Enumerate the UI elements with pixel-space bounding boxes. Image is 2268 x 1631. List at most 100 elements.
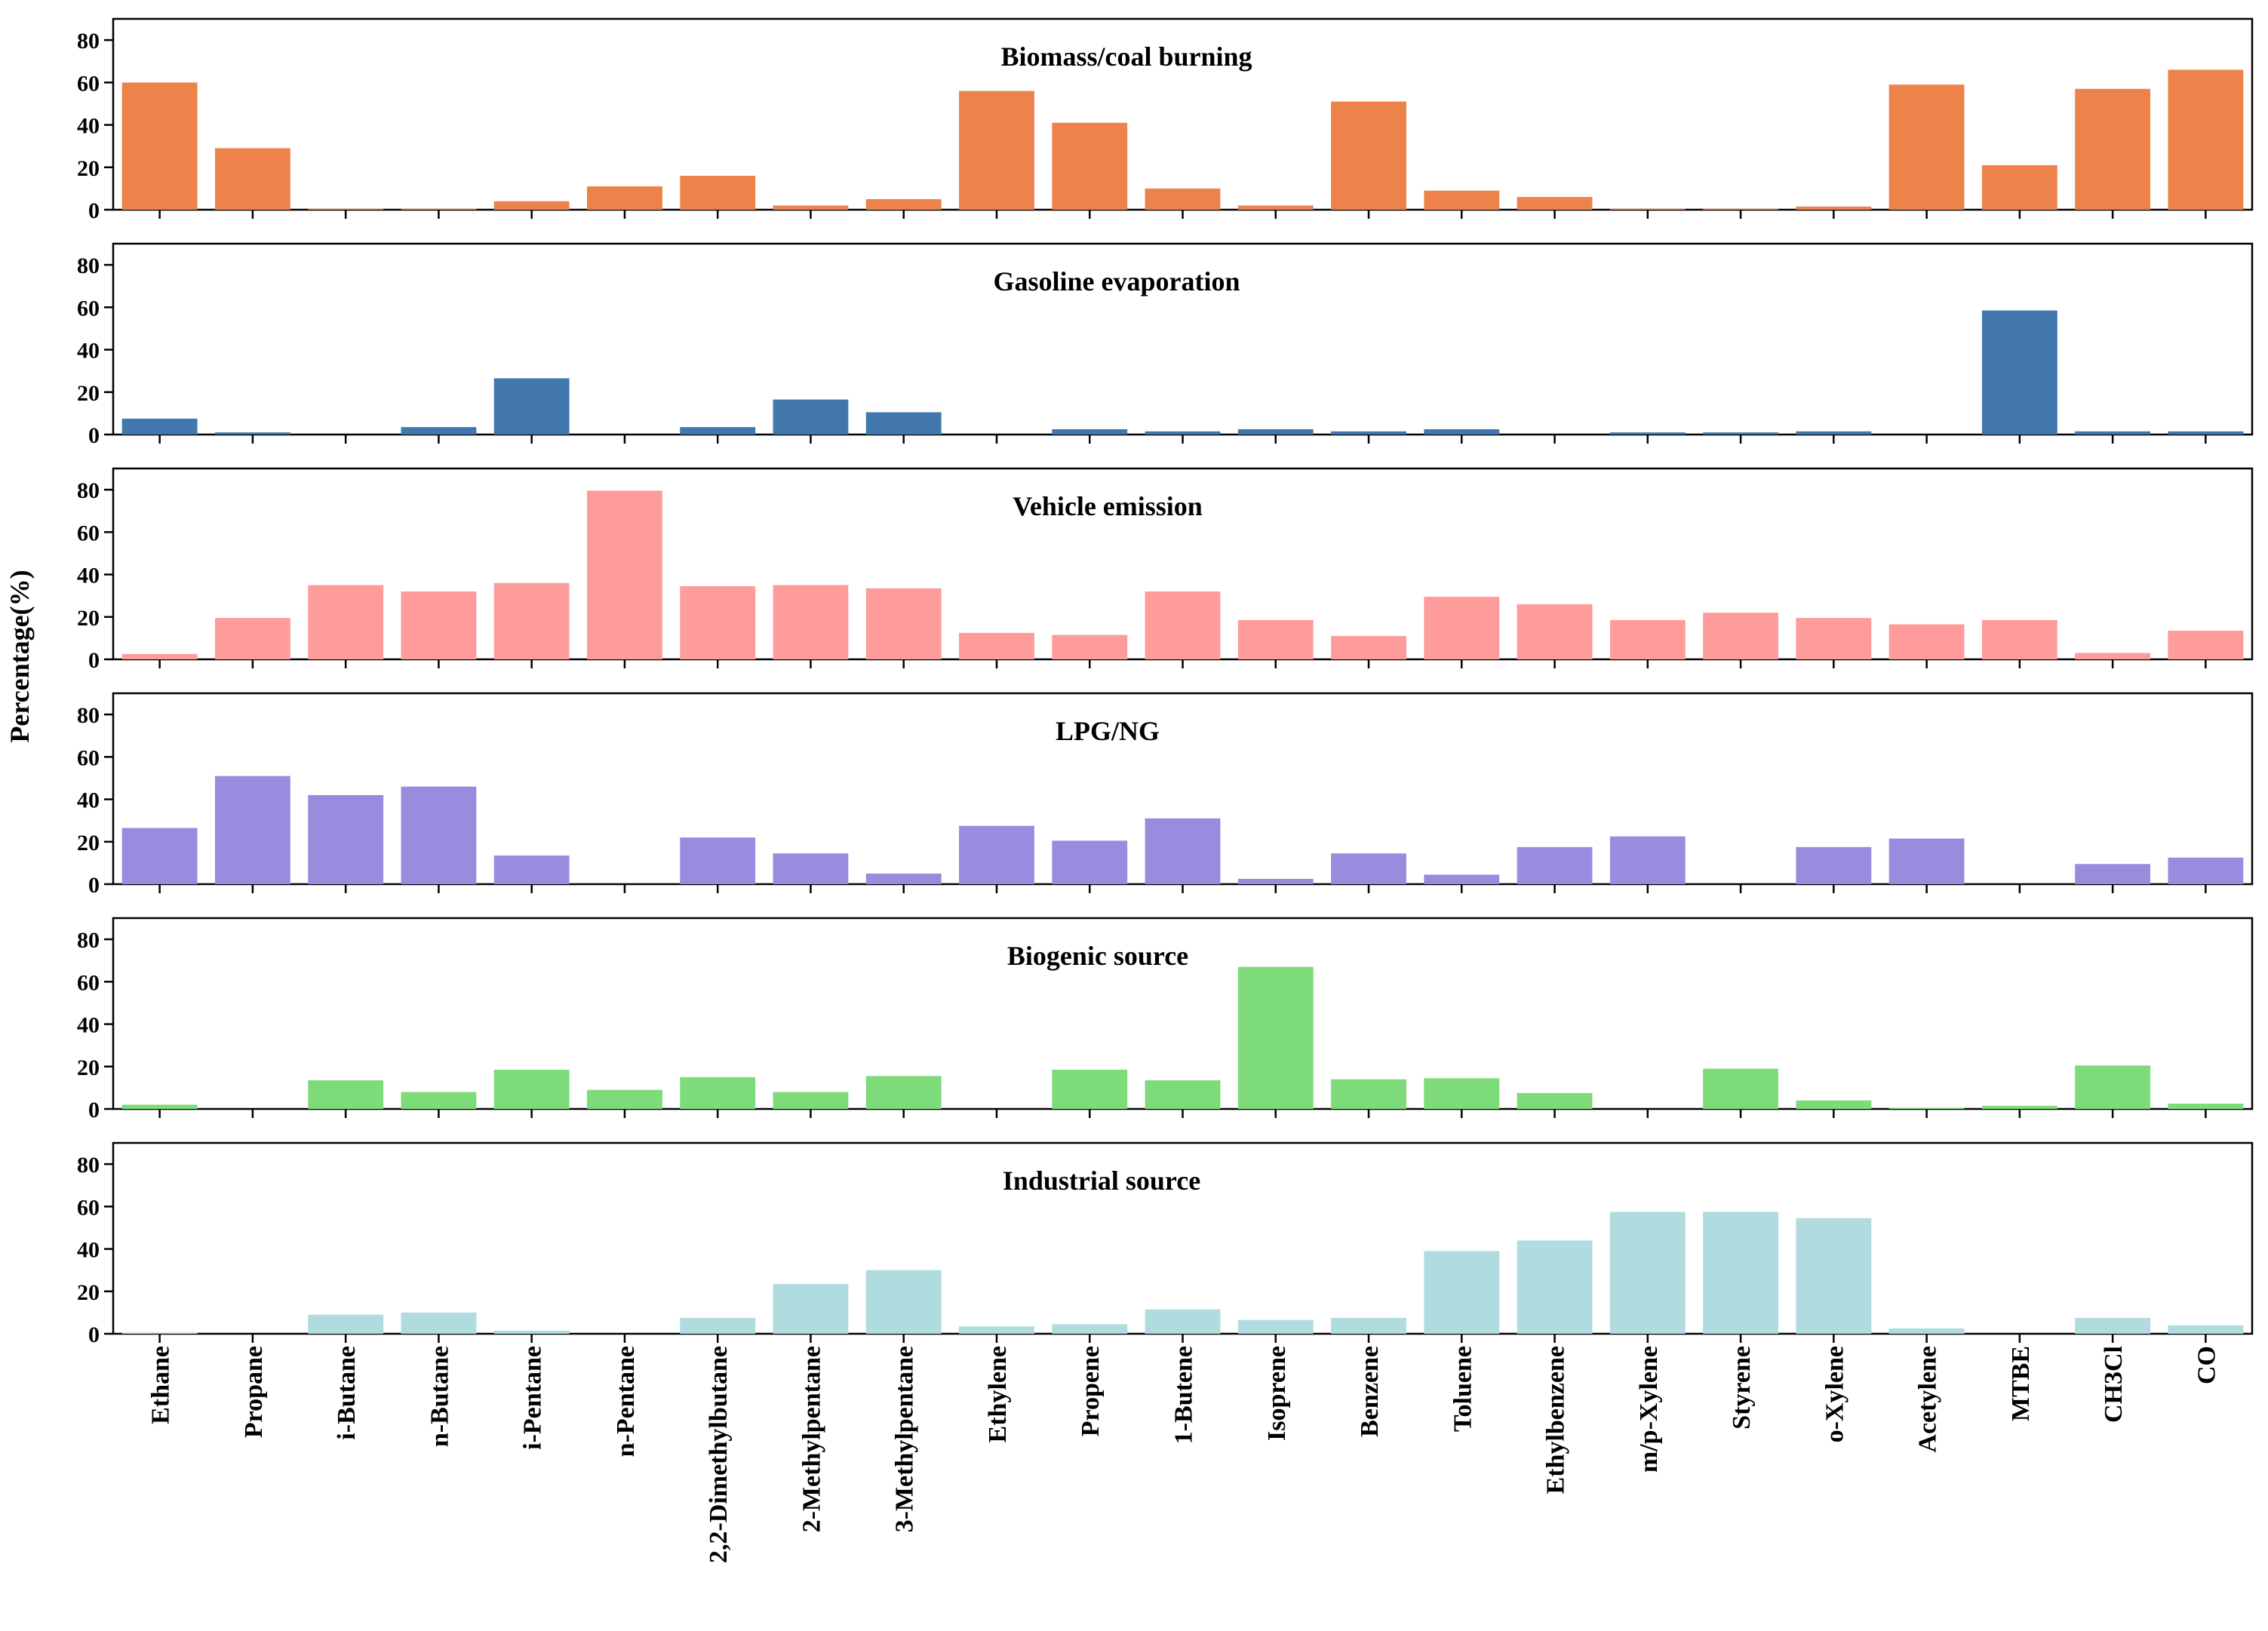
bar-lpg-ng-9 <box>959 825 1034 884</box>
bar-lpg-ng-8 <box>865 873 942 884</box>
bar-biogenic-source-18 <box>1796 1100 1872 1109</box>
bar-vehicle-emission-10 <box>1052 634 1128 659</box>
bar-industrial-source-9 <box>959 1326 1034 1334</box>
y-tick-label: 80 <box>77 253 100 278</box>
y-tick-label: 60 <box>77 745 100 770</box>
bar-industrial-source-10 <box>1052 1324 1128 1334</box>
bar-biogenic-source-7 <box>773 1092 849 1109</box>
bar-industrial-source-22 <box>2168 1325 2244 1334</box>
panel-title-vehicle-emission: Vehicle emission <box>1013 491 1203 521</box>
bar-industrial-source-17 <box>1703 1212 1778 1334</box>
bar-biogenic-source-19 <box>1888 1107 1965 1109</box>
panel-industrial-source: 0 20 40 60 80 Industrial source <box>77 1141 2254 1347</box>
bar-lpg-ng-7 <box>773 853 849 884</box>
y-tick-label: 40 <box>77 788 100 813</box>
category-label: 3-Methylpentane <box>891 1346 919 1532</box>
bar-biomass-coal-burning-14 <box>1424 190 1500 210</box>
category-label: Ethylene <box>984 1346 1012 1442</box>
y-tick-label: 80 <box>77 928 100 953</box>
category-label: CH3Cl <box>2100 1346 2128 1423</box>
category-label: i-Pentane <box>519 1346 547 1450</box>
bar-lpg-ng-21 <box>2075 864 2151 884</box>
bar-biogenic-source-22 <box>2168 1103 2244 1109</box>
bar-vehicle-emission-14 <box>1424 597 1500 659</box>
bar-gasoline-evaporation-16 <box>1609 432 1686 435</box>
bar-vehicle-emission-0 <box>121 653 198 659</box>
bar-vehicle-emission-21 <box>2075 653 2151 659</box>
y-tick-label: 20 <box>77 831 100 855</box>
bar-lpg-ng-18 <box>1796 846 1872 884</box>
bar-lpg-ng-6 <box>680 837 756 884</box>
bar-industrial-source-15 <box>1517 1240 1593 1334</box>
bar-biomass-coal-burning-17 <box>1703 208 1778 210</box>
bar-biomass-coal-burning-22 <box>2168 69 2244 210</box>
bar-biomass-coal-burning-11 <box>1145 188 1221 210</box>
bar-vehicle-emission-5 <box>587 490 662 659</box>
bar-biomass-coal-burning-9 <box>959 91 1034 210</box>
bar-vehicle-emission-2 <box>308 585 384 659</box>
y-tick-label: 20 <box>77 1280 100 1305</box>
bar-biogenic-source-8 <box>865 1076 942 1109</box>
bar-vehicle-emission-22 <box>2168 631 2244 659</box>
bar-biomass-coal-burning-10 <box>1052 122 1128 210</box>
bar-vehicle-emission-8 <box>865 588 942 659</box>
y-tick-label: 60 <box>77 970 100 995</box>
bar-biomass-coal-burning-8 <box>865 198 942 210</box>
bar-vehicle-emission-16 <box>1609 619 1686 659</box>
y-tick-label: 0 <box>88 873 100 898</box>
bar-vehicle-emission-1 <box>214 618 290 659</box>
y-tick-label: 60 <box>77 71 100 96</box>
category-label: Isoprene <box>1263 1346 1291 1441</box>
panel-vehicle-emission: 0 20 40 60 80 Vehicle emission <box>77 467 2254 673</box>
bar-biomass-coal-burning-21 <box>2075 88 2151 210</box>
y-tick-label: 0 <box>88 1322 100 1347</box>
bar-gasoline-evaporation-11 <box>1145 431 1221 435</box>
bar-vehicle-emission-17 <box>1703 613 1778 659</box>
category-label: CO <box>2193 1346 2220 1384</box>
bar-lpg-ng-0 <box>121 828 198 884</box>
bar-lpg-ng-1 <box>214 776 290 884</box>
bar-lpg-ng-10 <box>1052 840 1128 884</box>
y-tick-label: 20 <box>77 381 100 406</box>
bar-gasoline-evaporation-17 <box>1703 432 1778 435</box>
bar-biomass-coal-burning-7 <box>773 205 849 210</box>
y-tick-label: 60 <box>77 1195 100 1220</box>
bar-biogenic-source-15 <box>1517 1092 1593 1109</box>
panel-gasoline-evaporation: 0 20 40 60 80 Gasoline evaporation <box>77 242 2254 448</box>
category-label: m/p-Xylene <box>1635 1346 1663 1473</box>
y-tick-label: 0 <box>88 198 100 223</box>
y-tick-label: 80 <box>77 1153 100 1178</box>
panel-title-industrial-source: Industrial source <box>1003 1166 1200 1196</box>
bar-biogenic-source-5 <box>587 1089 662 1109</box>
bar-lpg-ng-22 <box>2168 857 2244 884</box>
y-tick-label: 0 <box>88 423 100 448</box>
bar-biomass-coal-burning-5 <box>587 186 662 210</box>
panel-title-lpg-ng: LPG/NG <box>1056 716 1160 746</box>
y-axis-label: Percentage(%) <box>5 570 35 742</box>
category-label: n-Pentane <box>612 1346 640 1457</box>
y-tick-label: 40 <box>77 1238 100 1263</box>
bar-biomass-coal-burning-18 <box>1796 206 1872 210</box>
bar-biomass-coal-burning-13 <box>1331 101 1406 210</box>
bar-vehicle-emission-7 <box>773 585 849 659</box>
y-tick-label: 40 <box>77 564 100 588</box>
bar-industrial-source-11 <box>1145 1309 1221 1334</box>
bar-industrial-source-12 <box>1237 1319 1314 1334</box>
bar-biogenic-source-14 <box>1424 1078 1500 1109</box>
bar-lpg-ng-12 <box>1237 878 1314 884</box>
bar-biomass-coal-burning-20 <box>1981 164 2057 210</box>
category-label: Styrene <box>1728 1346 1756 1430</box>
bar-lpg-ng-14 <box>1424 874 1500 884</box>
bar-biogenic-source-20 <box>1981 1105 2057 1109</box>
panel-lpg-ng: 0 20 40 60 80 LPG/NG <box>77 692 2254 898</box>
bar-vehicle-emission-6 <box>680 586 756 659</box>
bar-industrial-source-8 <box>865 1270 942 1334</box>
y-tick-label: 0 <box>88 648 100 673</box>
category-label: n-Butane <box>426 1346 453 1447</box>
bar-industrial-source-2 <box>308 1314 384 1334</box>
category-label: Acetylene <box>1914 1346 1942 1453</box>
bar-lpg-ng-2 <box>308 794 384 884</box>
bar-biogenic-source-2 <box>308 1080 384 1109</box>
y-tick-label: 20 <box>77 156 100 181</box>
